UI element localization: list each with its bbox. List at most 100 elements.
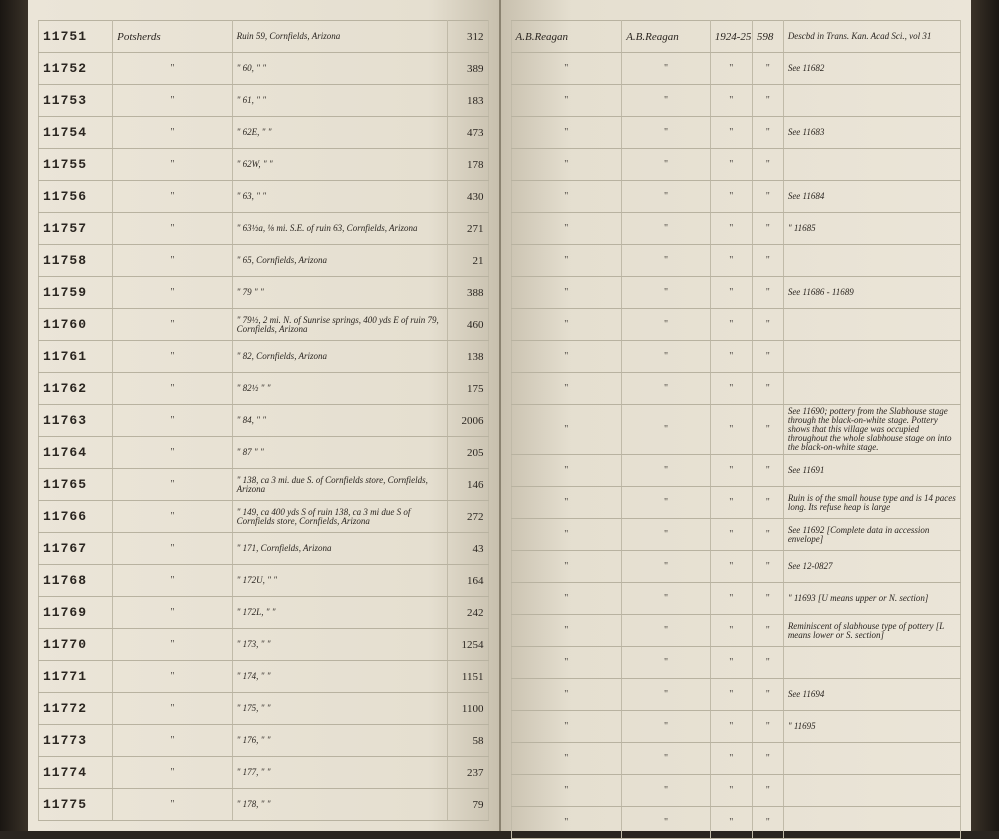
donor: " bbox=[622, 277, 711, 309]
count: 473 bbox=[447, 117, 488, 149]
catalog-id: 11755 bbox=[39, 149, 113, 181]
count: 271 bbox=[447, 213, 488, 245]
count: 389 bbox=[447, 53, 488, 85]
count: 460 bbox=[447, 309, 488, 341]
collector: " bbox=[511, 85, 622, 117]
collector: " bbox=[511, 341, 622, 373]
donor: " bbox=[622, 615, 711, 647]
ledger-table-left: 11751PotsherdsRuin 59, Cornfields, Arizo… bbox=[38, 20, 489, 821]
ledger-row: 11758"" 65, Cornfields, Arizona21 bbox=[39, 245, 489, 277]
remarks: See 11690; pottery from the Slabhouse st… bbox=[783, 405, 960, 455]
year: " bbox=[710, 405, 752, 455]
accession: " bbox=[752, 743, 783, 775]
donor: A.B.Reagan bbox=[622, 21, 711, 53]
object-name: " bbox=[113, 789, 233, 821]
ledger-row: """"" 11695 bbox=[511, 711, 961, 743]
remarks: See 11694 bbox=[783, 679, 960, 711]
year: " bbox=[710, 373, 752, 405]
object-name: " bbox=[113, 405, 233, 437]
catalog-id: 11764 bbox=[39, 437, 113, 469]
donor: " bbox=[622, 341, 711, 373]
count: 1254 bbox=[447, 629, 488, 661]
ledger-row: """"See 11691 bbox=[511, 455, 961, 487]
locality: " 87 " " bbox=[232, 437, 447, 469]
catalog-id: 11770 bbox=[39, 629, 113, 661]
object-name: " bbox=[113, 661, 233, 693]
collector: " bbox=[511, 277, 622, 309]
collector: " bbox=[511, 487, 622, 519]
collector: " bbox=[511, 181, 622, 213]
count: 272 bbox=[447, 501, 488, 533]
accession: " bbox=[752, 455, 783, 487]
year: " bbox=[710, 519, 752, 551]
remarks bbox=[783, 85, 960, 117]
locality: " 149, ca 400 yds S of ruin 138, ca 3 mi… bbox=[232, 501, 447, 533]
donor: " bbox=[622, 213, 711, 245]
catalog-id: 11766 bbox=[39, 501, 113, 533]
year: " bbox=[710, 583, 752, 615]
object-name: " bbox=[113, 757, 233, 789]
collector: " bbox=[511, 213, 622, 245]
catalog-id: 11761 bbox=[39, 341, 113, 373]
locality: " 63½a, ⅛ mi. S.E. of ruin 63, Cornfield… bbox=[232, 213, 447, 245]
count: 2006 bbox=[447, 405, 488, 437]
locality: " 172U, " " bbox=[232, 565, 447, 597]
donor: " bbox=[622, 245, 711, 277]
year: " bbox=[710, 245, 752, 277]
ledger-row: """" bbox=[511, 647, 961, 679]
count: 164 bbox=[447, 565, 488, 597]
ledger-row: 11755"" 62W, " "178 bbox=[39, 149, 489, 181]
remarks: Descbd in Trans. Kan. Acad Sci., vol 31 bbox=[783, 21, 960, 53]
catalog-id: 11752 bbox=[39, 53, 113, 85]
catalog-id: 11758 bbox=[39, 245, 113, 277]
year: " bbox=[710, 647, 752, 679]
count: 1100 bbox=[447, 693, 488, 725]
donor: " bbox=[622, 487, 711, 519]
ledger-row: """"See 11682 bbox=[511, 53, 961, 85]
remarks bbox=[783, 807, 960, 839]
collector: " bbox=[511, 647, 622, 679]
remarks: Reminiscent of slabhouse type of pottery… bbox=[783, 615, 960, 647]
collector: " bbox=[511, 373, 622, 405]
year: " bbox=[710, 85, 752, 117]
object-name: " bbox=[113, 565, 233, 597]
count: 388 bbox=[447, 277, 488, 309]
catalog-id: 11775 bbox=[39, 789, 113, 821]
year: " bbox=[710, 149, 752, 181]
donor: " bbox=[622, 743, 711, 775]
catalog-id: 11754 bbox=[39, 117, 113, 149]
accession: " bbox=[752, 405, 783, 455]
ledger-row: """"" 11693 [U means upper or N. section… bbox=[511, 583, 961, 615]
accession: " bbox=[752, 583, 783, 615]
collector: A.B.Reagan bbox=[511, 21, 622, 53]
ledger-row: 11760"" 79½, 2 mi. N. of Sunrise springs… bbox=[39, 309, 489, 341]
accession: 598 bbox=[752, 21, 783, 53]
collector: " bbox=[511, 743, 622, 775]
remarks bbox=[783, 341, 960, 373]
ledger-row: 11773"" 176, " "58 bbox=[39, 725, 489, 757]
object-name: " bbox=[113, 181, 233, 213]
remarks: See 11691 bbox=[783, 455, 960, 487]
ledger-row: """" bbox=[511, 373, 961, 405]
donor: " bbox=[622, 117, 711, 149]
year: " bbox=[710, 679, 752, 711]
catalog-id: 11751 bbox=[39, 21, 113, 53]
collector: " bbox=[511, 309, 622, 341]
accession: " bbox=[752, 487, 783, 519]
object-name: " bbox=[113, 373, 233, 405]
ledger-row: """" bbox=[511, 149, 961, 181]
locality: " 61, " " bbox=[232, 85, 447, 117]
catalog-id: 11762 bbox=[39, 373, 113, 405]
donor: " bbox=[622, 309, 711, 341]
locality: " 79 " " bbox=[232, 277, 447, 309]
count: 178 bbox=[447, 149, 488, 181]
remarks: See 12-0827 bbox=[783, 551, 960, 583]
catalog-id: 11757 bbox=[39, 213, 113, 245]
remarks: " 11693 [U means upper or N. section] bbox=[783, 583, 960, 615]
ledger-row: 11759"" 79 " "388 bbox=[39, 277, 489, 309]
remarks: Ruin is of the small house type and is 1… bbox=[783, 487, 960, 519]
locality: " 174, " " bbox=[232, 661, 447, 693]
donor: " bbox=[622, 775, 711, 807]
collector: " bbox=[511, 583, 622, 615]
year: " bbox=[710, 277, 752, 309]
